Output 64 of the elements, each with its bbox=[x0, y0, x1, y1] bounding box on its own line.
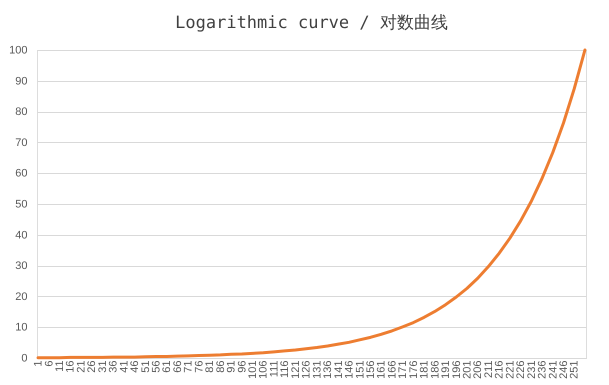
x-tick-label: 101 bbox=[247, 360, 260, 379]
y-tick-label: 70 bbox=[15, 136, 28, 149]
x-tick-label: 46 bbox=[129, 360, 142, 373]
x-tick-label: 26 bbox=[86, 360, 98, 373]
x-tick-label: 1 bbox=[32, 360, 45, 367]
x-tick-label: 231 bbox=[526, 360, 538, 379]
line-series bbox=[36, 48, 586, 360]
x-tick-label: 251 bbox=[568, 360, 581, 379]
x-tick-label: 11 bbox=[54, 360, 66, 372]
x-tick-label: 226 bbox=[515, 360, 528, 379]
y-tick-label: 20 bbox=[15, 290, 28, 303]
x-tick-label: 196 bbox=[450, 360, 463, 379]
y-tick-label: 100 bbox=[9, 44, 28, 56]
x-tick-label: 71 bbox=[182, 360, 195, 373]
y-tick-label: 80 bbox=[15, 106, 28, 118]
x-tick-label: 6 bbox=[43, 360, 56, 367]
y-tick-label: 40 bbox=[15, 229, 28, 242]
x-tick-label: 241 bbox=[547, 360, 560, 379]
x-tick-label: 146 bbox=[344, 360, 356, 379]
x-tick-label: 211 bbox=[482, 360, 495, 378]
x-tick-label: 161 bbox=[376, 360, 388, 379]
chart-title: Logarithmic curve / 对数曲线 bbox=[175, 13, 448, 33]
x-tick-label: 156 bbox=[364, 360, 377, 379]
x-tick-label: 141 bbox=[332, 360, 345, 379]
x-tick-label: 191 bbox=[440, 360, 452, 379]
x-tick-label: 111 bbox=[268, 360, 280, 378]
x-tick-label: 51 bbox=[140, 360, 152, 373]
x-tick-label: 16 bbox=[64, 360, 77, 373]
x-tick-label: 166 bbox=[386, 360, 398, 379]
x-tick-label: 221 bbox=[504, 360, 516, 379]
x-tick-label: 121 bbox=[290, 360, 302, 379]
x-tick-label: 81 bbox=[204, 360, 216, 373]
x-tick-label: 216 bbox=[494, 360, 506, 379]
x-tick-label: 76 bbox=[193, 360, 206, 373]
x-tick-label: 136 bbox=[322, 360, 334, 379]
x-tick-label: 96 bbox=[236, 360, 248, 373]
y-tick-label: 0 bbox=[21, 352, 28, 364]
x-tick-label: 201 bbox=[461, 360, 474, 379]
x-tick-label: 186 bbox=[429, 360, 442, 379]
x-tick-label: 181 bbox=[418, 360, 431, 379]
x-tick-label: 176 bbox=[408, 360, 420, 379]
x-tick-label: 206 bbox=[472, 360, 484, 379]
y-tick-label: 30 bbox=[15, 260, 28, 272]
x-tick-label: 56 bbox=[150, 360, 163, 373]
x-tick-label: 91 bbox=[226, 360, 238, 373]
y-tick-label: 90 bbox=[15, 75, 28, 88]
x-tick-label: 21 bbox=[75, 360, 88, 373]
x-tick-label: 151 bbox=[354, 360, 366, 379]
x-tick-label: 131 bbox=[311, 360, 324, 379]
x-tick-label: 66 bbox=[172, 360, 184, 373]
x-tick-label: 246 bbox=[558, 360, 570, 379]
y-tick-label: 10 bbox=[15, 322, 28, 334]
x-tick-label: 41 bbox=[118, 360, 130, 373]
x-tick-label: 126 bbox=[300, 360, 313, 379]
y-tick-label: 50 bbox=[15, 198, 28, 210]
x-tick-label: 61 bbox=[161, 360, 174, 373]
x-tick-label: 36 bbox=[108, 360, 120, 373]
x-tick-label: 86 bbox=[214, 360, 227, 373]
y-tick-label: 60 bbox=[15, 168, 28, 180]
x-tick-label: 31 bbox=[96, 360, 109, 373]
x-tick-label: 236 bbox=[536, 360, 549, 379]
x-tick-label: 106 bbox=[258, 360, 270, 379]
x-tick-label: 116 bbox=[279, 360, 292, 378]
x-tick-label: 171 bbox=[397, 360, 410, 379]
